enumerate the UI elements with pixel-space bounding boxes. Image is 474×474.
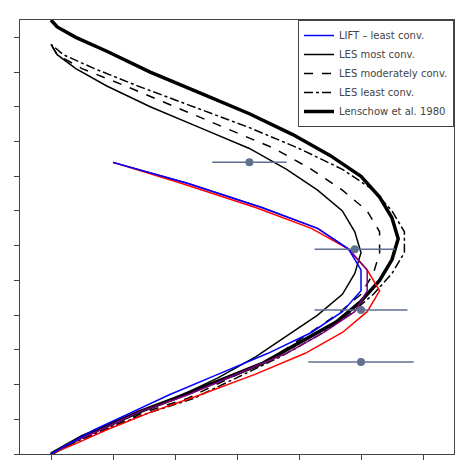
svg-text:Lenschow et al. 1980: Lenschow et al. 1980 — [339, 106, 445, 117]
svg-text:LES moderately conv.: LES moderately conv. — [339, 68, 447, 79]
svg-text:LES least conv.: LES least conv. — [339, 87, 414, 98]
svg-text:LIFT – least conv.: LIFT – least conv. — [339, 30, 424, 41]
svg-text:LES most conv.: LES most conv. — [339, 49, 415, 60]
